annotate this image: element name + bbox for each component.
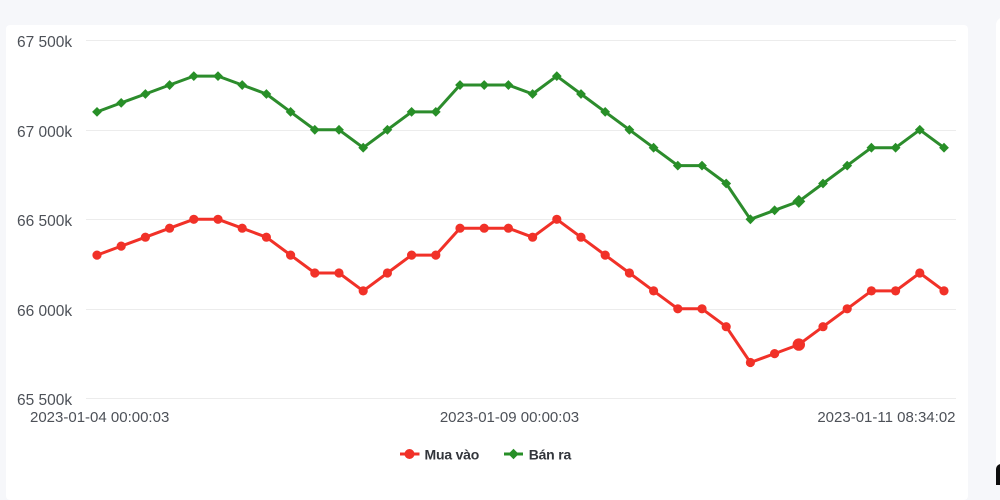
svg-text:2023-01-09 00:00:03: 2023-01-09 00:00:03 xyxy=(440,409,579,426)
svg-text:66 500k: 66 500k xyxy=(17,213,72,230)
svg-text:67 000k: 67 000k xyxy=(17,124,72,141)
svg-text:2023-01-11 08:34:02: 2023-01-11 08:34:02 xyxy=(817,409,955,426)
svg-text:2023-01-04 00:00:03: 2023-01-04 00:00:03 xyxy=(30,409,169,426)
svg-text:65 500k: 65 500k xyxy=(17,392,72,409)
svg-text:Bán ra: Bán ra xyxy=(529,446,572,462)
svg-text:Mua vào: Mua vào xyxy=(425,446,480,462)
svg-text:67 500k: 67 500k xyxy=(17,34,72,51)
svg-text:66 000k: 66 000k xyxy=(17,303,72,320)
